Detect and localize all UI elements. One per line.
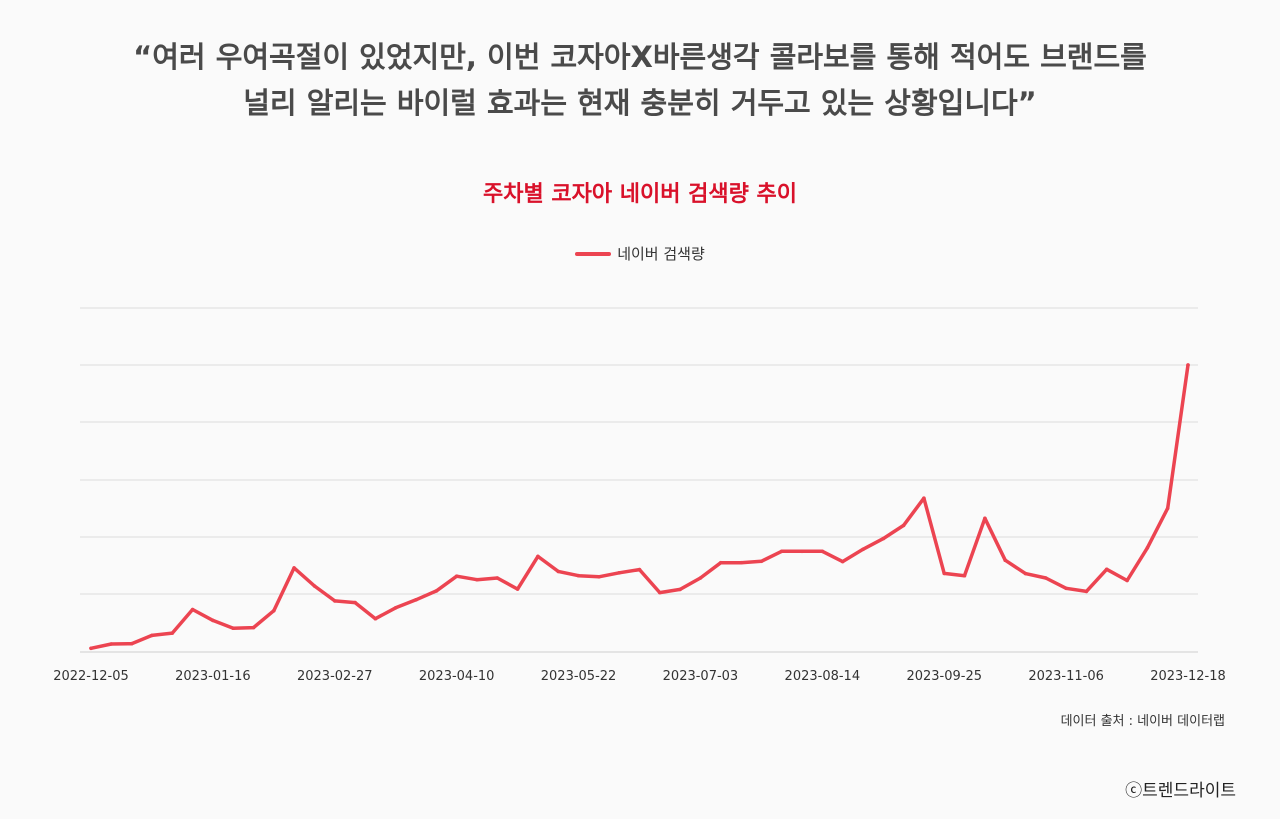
data-point-2022-12-26: [150, 633, 154, 638]
data-point-2023-07-03: [698, 576, 703, 580]
data-point-2022-12-12: [109, 642, 114, 646]
data-point-2023-04-03: [434, 589, 439, 593]
data-point-2023-11-20: [1104, 567, 1109, 572]
data-point-2023-05-01: [515, 587, 520, 591]
data-point-2023-08-21: [840, 559, 845, 564]
x-tick-label: 2022-12-05: [53, 669, 129, 684]
data-point-2023-05-15: [556, 569, 560, 574]
data-point-2023-01-09: [190, 607, 195, 612]
data-point-2023-03-20: [393, 606, 398, 610]
data-point-2022-12-19: [129, 641, 134, 646]
copyright-credit: ⓒ트렌드라이트: [1125, 781, 1236, 801]
x-tick-label: 2023-12-18: [1150, 669, 1226, 684]
chart-legend: 네이버 검색량: [0, 243, 1280, 264]
series-points: [89, 363, 1190, 651]
data-point-2023-02-13: [292, 566, 296, 570]
data-point-2023-01-23: [231, 626, 235, 630]
data-point-2023-11-27: [1125, 578, 1129, 583]
x-tick-label: 2023-11-06: [1028, 669, 1104, 684]
x-tick-label: 2023-07-03: [663, 669, 739, 684]
data-point-2023-12-04: [1145, 546, 1150, 550]
data-point-2023-09-25: [942, 571, 946, 576]
data-point-2023-07-10: [719, 560, 723, 565]
data-point-2023-10-02: [962, 573, 967, 578]
legend-label-naver-search-volume: 네이버 검색량: [617, 245, 705, 263]
headline-quote-line2: 널리 알리는 바이럴 효과는 현재 충분히 거두고 있는 상황입니다”: [243, 86, 1037, 120]
headline-quote-line1: “여러 우여곡절이 있었지만, 이번 코자아X바른생각 콜라보를 통해 적어도 …: [133, 40, 1147, 74]
data-point-2023-09-18: [922, 496, 926, 500]
data-point-2023-06-12: [637, 567, 642, 572]
x-tick-label: 2023-01-16: [175, 669, 251, 684]
data-point-2023-09-11: [901, 523, 906, 528]
line-chart: 2022-12-05 2023-01-16 2023-02-27 2023-04-10…: [53, 307, 1226, 684]
x-tick-label: 2023-05-22: [541, 669, 617, 684]
data-point-2023-11-06: [1064, 586, 1068, 591]
data-point-2023-10-30: [1044, 576, 1048, 580]
data-point-2022-12-05: [89, 646, 93, 651]
x-tick-label: 2023-09-25: [906, 669, 982, 684]
data-source-note: 데이터 출처 : 네이버 데이터랩: [1060, 714, 1225, 729]
chart-title: 주차별 코자아 네이버 검색량 추이: [483, 182, 797, 207]
data-point-2023-02-20: [312, 584, 317, 588]
data-point-2023-03-27: [414, 598, 418, 602]
data-point-2023-12-11: [1165, 506, 1170, 510]
x-tick-label: 2023-02-27: [297, 669, 373, 684]
data-point-2023-05-08: [536, 554, 540, 559]
data-point-2023-09-04: [881, 536, 886, 541]
data-point-2023-10-09: [983, 516, 987, 521]
data-point-2023-05-22: [576, 573, 581, 578]
data-point-2023-02-27: [333, 599, 337, 603]
data-point-2023-01-16: [211, 618, 215, 623]
x-tick-label: 2023-08-14: [785, 669, 861, 684]
data-point-2023-01-02: [170, 631, 175, 635]
data-point-2023-08-07: [800, 549, 804, 554]
legend-swatch-naver-search-volume: [575, 251, 612, 256]
data-point-2023-02-06: [272, 608, 276, 613]
data-point-2023-04-24: [495, 576, 500, 580]
chart-gridlines: [80, 307, 1198, 653]
data-point-2023-01-30: [251, 625, 256, 630]
data-point-2023-08-28: [861, 547, 865, 552]
headline-quote: “여러 우여곡절이 있었지만, 이번 코자아X바른생각 콜라보를 통해 적어도 …: [0, 34, 1280, 126]
x-axis-tick-labels: 2022-12-05 2023-01-16 2023-02-27 2023-04-10…: [53, 669, 1226, 684]
data-point-2023-12-18: [1186, 363, 1190, 367]
data-point-2023-10-16: [1003, 558, 1007, 562]
data-point-2023-05-29: [597, 575, 601, 579]
data-point-2023-03-06: [353, 600, 357, 605]
data-point-2023-10-23: [1023, 571, 1028, 576]
data-point-2023-03-13: [373, 616, 378, 621]
data-point-2023-06-05: [617, 571, 621, 575]
data-point-2023-06-26: [678, 587, 682, 592]
data-point-2023-07-24: [759, 559, 764, 564]
x-tick-label: 2023-04-10: [419, 669, 495, 684]
data-point-2023-06-19: [658, 590, 662, 595]
data-point-2023-04-10: [454, 574, 459, 578]
data-point-2023-07-17: [739, 560, 743, 565]
data-point-2023-11-13: [1084, 589, 1089, 594]
series-line-naver-search-volume: [89, 363, 1190, 651]
data-point-2023-08-14: [820, 549, 825, 554]
data-point-2023-04-17: [475, 577, 479, 582]
data-point-2023-07-31: [779, 549, 784, 554]
